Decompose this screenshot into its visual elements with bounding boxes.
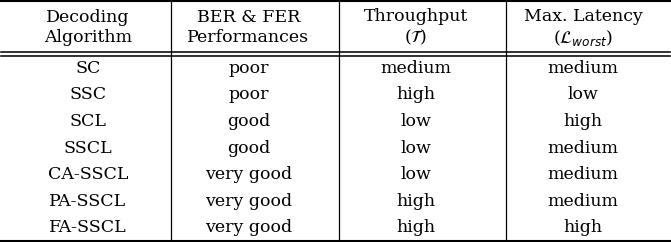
Text: poor: poor	[228, 60, 268, 77]
Text: SSCL: SSCL	[64, 140, 112, 157]
Text: CA-SSCL: CA-SSCL	[48, 166, 128, 183]
Text: medium: medium	[548, 193, 619, 210]
Text: medium: medium	[380, 60, 452, 77]
Text: Max. Latency
($\mathcal{L}_{worst}$): Max. Latency ($\mathcal{L}_{worst}$)	[524, 8, 643, 48]
Text: high: high	[564, 113, 603, 130]
Text: PA-SSCL: PA-SSCL	[49, 193, 126, 210]
Text: medium: medium	[548, 166, 619, 183]
Text: SC: SC	[75, 60, 101, 77]
Text: high: high	[564, 219, 603, 236]
Text: good: good	[227, 113, 270, 130]
Text: SSC: SSC	[69, 86, 106, 103]
Text: low: low	[401, 113, 431, 130]
Text: Throughput
($\mathcal{T}$): Throughput ($\mathcal{T}$)	[364, 8, 468, 47]
Text: medium: medium	[548, 60, 619, 77]
Text: good: good	[227, 140, 270, 157]
Text: very good: very good	[205, 219, 292, 236]
Text: low: low	[401, 140, 431, 157]
Text: high: high	[397, 219, 435, 236]
Text: FA-SSCL: FA-SSCL	[49, 219, 127, 236]
Text: SCL: SCL	[69, 113, 106, 130]
Text: very good: very good	[205, 193, 292, 210]
Text: poor: poor	[228, 86, 268, 103]
Text: Decoding
Algorithm: Decoding Algorithm	[44, 9, 132, 46]
Text: medium: medium	[548, 140, 619, 157]
Text: low: low	[401, 166, 431, 183]
Text: high: high	[397, 86, 435, 103]
Text: very good: very good	[205, 166, 292, 183]
Text: low: low	[568, 86, 599, 103]
Text: high: high	[397, 193, 435, 210]
Text: BER & FER
Performances: BER & FER Performances	[187, 9, 309, 46]
